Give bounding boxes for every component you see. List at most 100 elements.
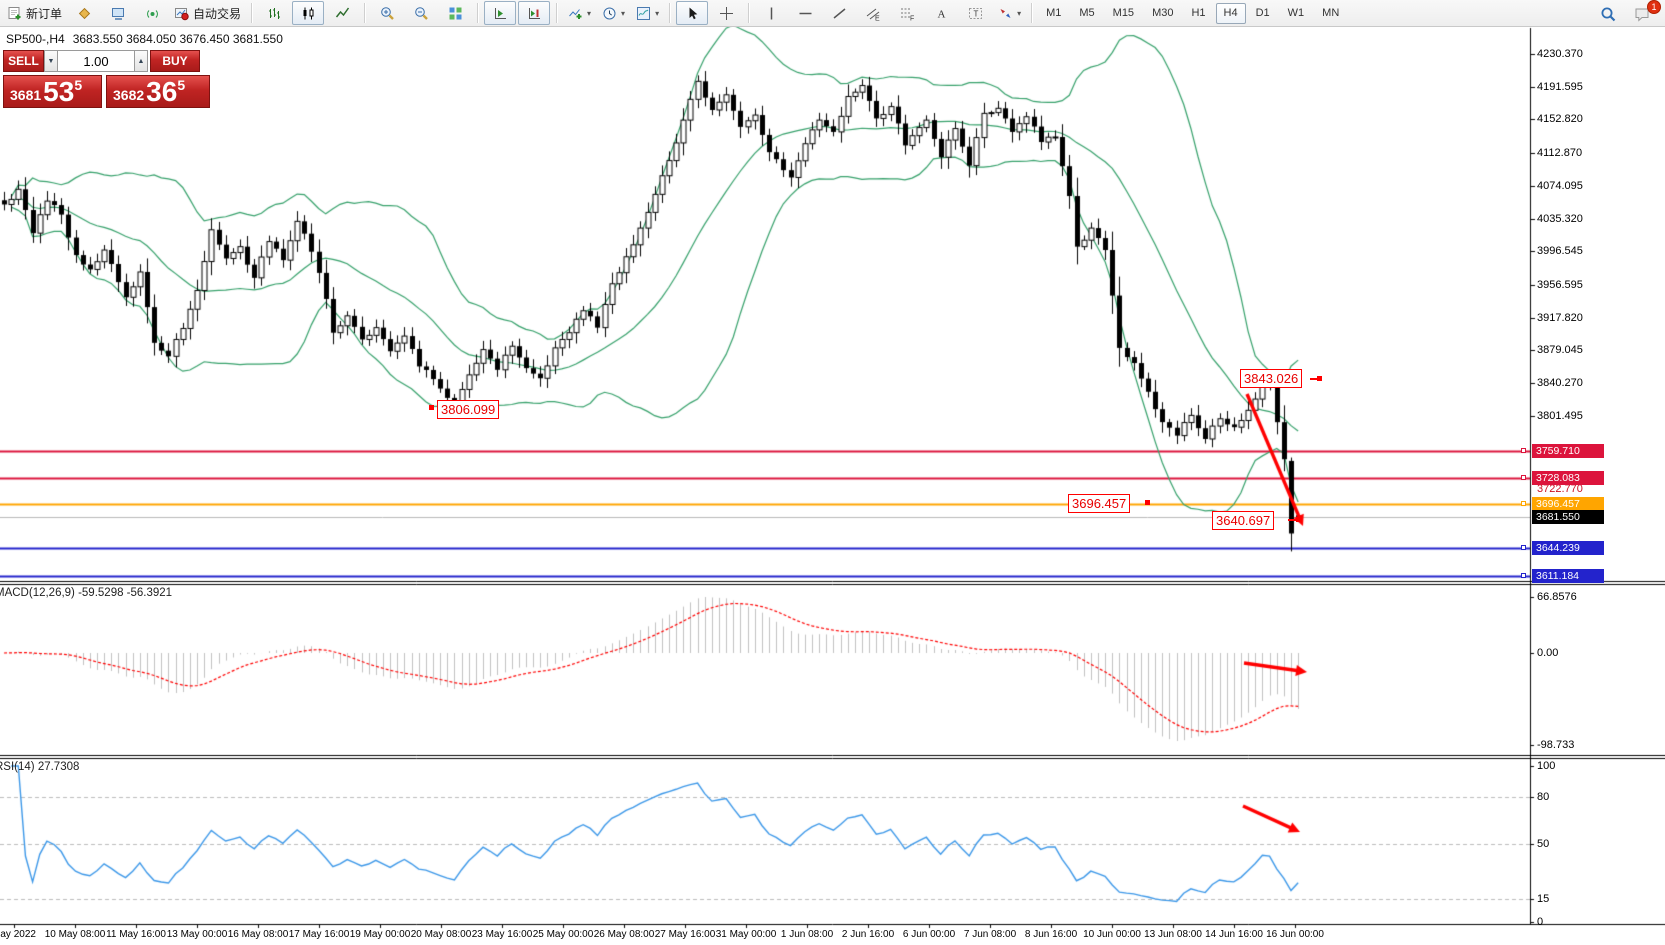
trade-controls-row: SELL ▼ ▲ BUY — [3, 50, 211, 72]
symbol-period-label: SP500-,H4 — [6, 32, 65, 46]
price-label-3696[interactable]: 3696.457 — [1068, 494, 1131, 513]
svg-text:E: E — [875, 15, 880, 21]
time-axis-label: 11 May 16:00 — [106, 929, 166, 940]
chart-title: SP500-,H4 3683.550 3684.050 3676.450 3681… — [6, 32, 283, 46]
price-line-handle[interactable] — [1521, 475, 1526, 480]
timeframe-m15-button[interactable]: M15 — [1112, 7, 1135, 19]
price-label-3640-handle[interactable] — [1296, 517, 1301, 522]
arrows-button[interactable]: ▾ — [993, 1, 1025, 25]
time-axis-label: 13 May 00:00 — [166, 929, 228, 940]
cross-icon — [718, 5, 734, 21]
fibonacci-button[interactable]: F — [891, 1, 923, 25]
time-axis-label: 20 May 08:00 — [410, 929, 472, 940]
price-label-3843-handle[interactable] — [1317, 376, 1322, 381]
price-line-handle[interactable] — [1521, 501, 1526, 506]
price-label-3640[interactable]: 3640.697 — [1212, 511, 1275, 530]
metaeditor-button[interactable] — [68, 1, 100, 25]
volume-increase-button[interactable]: ▲ — [134, 50, 148, 72]
crosshair-button[interactable] — [710, 1, 742, 25]
indicators-button[interactable]: ▾ — [563, 1, 595, 25]
trendline-button[interactable] — [823, 1, 855, 25]
equidistant-channel-button[interactable]: E — [857, 1, 889, 25]
text-label-button[interactable]: T — [959, 1, 991, 25]
price-line-handle[interactable] — [1521, 573, 1526, 578]
sell-button[interactable]: SELL — [3, 50, 44, 72]
price-label-3806-handle[interactable] — [429, 405, 434, 410]
timeframe-d1-button[interactable]: D1 — [1255, 7, 1270, 19]
price-axis-label: 4152.820 — [1537, 113, 1583, 125]
rsi-axis-label: 15 — [1537, 893, 1550, 905]
editor-icon — [76, 5, 92, 21]
buy-price-box[interactable]: 3682 36 5 — [106, 75, 210, 108]
horizontal-line-button[interactable] — [789, 1, 821, 25]
line-chart-button[interactable] — [326, 1, 358, 25]
neworder-icon — [7, 5, 23, 21]
tile-windows-button[interactable] — [439, 1, 471, 25]
autotrading-button[interactable]: 自动交易 — [170, 1, 245, 25]
svg-text:F: F — [910, 15, 914, 21]
price-axis-label: 3917.820 — [1537, 312, 1583, 324]
notification-badge: 1 — [1647, 0, 1661, 14]
bar-chart-button[interactable] — [258, 1, 290, 25]
time-axis-label: 6 Jun 00:00 — [902, 929, 956, 940]
signals-button[interactable] — [136, 1, 168, 25]
price-axis-label: 4191.595 — [1537, 81, 1583, 93]
autoscroll-icon — [492, 5, 508, 21]
time-axis-label: 2 Jun 16:00 — [841, 929, 895, 940]
buy-price-small: 3682 — [113, 87, 145, 103]
price-axis-label: 4230.370 — [1537, 48, 1583, 60]
time-axis-label: 10 Jun 00:00 — [1083, 929, 1141, 940]
chat-button[interactable]: 1 — [1626, 0, 1661, 26]
zoomin-icon — [379, 5, 395, 21]
sell-price-big: 53 — [43, 76, 75, 107]
cursor-button[interactable] — [676, 1, 709, 25]
chart-shift-button[interactable] — [518, 1, 551, 25]
volume-input[interactable] — [58, 50, 134, 72]
channel-icon: E — [865, 5, 881, 21]
price-label-3843-connector — [1310, 378, 1318, 380]
timeframe-w1-button[interactable]: W1 — [1287, 7, 1305, 19]
timeframe-m1-button[interactable]: M1 — [1046, 7, 1062, 19]
price-axis-label: 3996.545 — [1537, 245, 1583, 257]
volume-decrease-button[interactable]: ▼ — [44, 50, 58, 72]
price-line-badge: 3696.457 — [1532, 497, 1604, 511]
time-axis-label: 16 May 08:00 — [227, 929, 289, 940]
price-line-badge: 3728.083 — [1532, 471, 1604, 485]
search-button[interactable] — [1592, 2, 1624, 26]
auto-scroll-button[interactable] — [484, 1, 517, 25]
new-order-button[interactable]: 新订单 — [3, 1, 66, 25]
labelT-icon: T — [967, 5, 983, 21]
price-axis-label: 3840.270 — [1537, 377, 1583, 389]
toolbar-separator — [748, 3, 750, 23]
price-axis-label-partial: 3722.770 — [1537, 483, 1583, 495]
periods-button[interactable]: ▾ — [597, 1, 629, 25]
time-axis-label: 17 May 16:00 — [288, 929, 350, 940]
zoom-in-button[interactable] — [371, 1, 403, 25]
zoom-out-button[interactable] — [405, 1, 437, 25]
buy-button[interactable]: BUY — [150, 50, 200, 72]
candlestick-chart-button[interactable] — [292, 1, 325, 25]
timeframe-m5-button[interactable]: M5 — [1079, 7, 1095, 19]
time-axis-label: 27 May 16:00 — [654, 929, 716, 940]
vertical-line-button[interactable] — [755, 1, 787, 25]
toolbar-separator — [251, 3, 253, 23]
virtual-hosting-button[interactable] — [102, 1, 134, 25]
price-line-handle[interactable] — [1521, 545, 1526, 550]
price-label-3696-handle[interactable] — [1145, 500, 1150, 505]
dropdown-arrow-icon: ▾ — [587, 8, 592, 18]
price-line-handle[interactable] — [1521, 448, 1526, 453]
timeframe-m30-button[interactable]: M30 — [1152, 7, 1174, 19]
timeframe-h4-button[interactable]: H4 — [1215, 2, 1246, 24]
text-button[interactable]: A — [925, 1, 957, 25]
sell-price-box[interactable]: 3681 53 5 — [3, 75, 102, 108]
textA-icon: A — [933, 5, 949, 21]
trade-prices-row: 3681 53 5 3682 36 5 — [3, 75, 211, 108]
rsi-axis-label: 80 — [1537, 791, 1550, 803]
toolbar-separator — [477, 3, 479, 23]
templates-button[interactable]: ▾ — [631, 1, 663, 25]
timeframe-h1-button[interactable]: H1 — [1191, 7, 1206, 19]
price-label-3843[interactable]: 3843.026 — [1240, 369, 1303, 388]
price-label-3806[interactable]: 3806.099 — [437, 400, 500, 419]
timeframe-mn-button[interactable]: MN — [1322, 7, 1340, 19]
